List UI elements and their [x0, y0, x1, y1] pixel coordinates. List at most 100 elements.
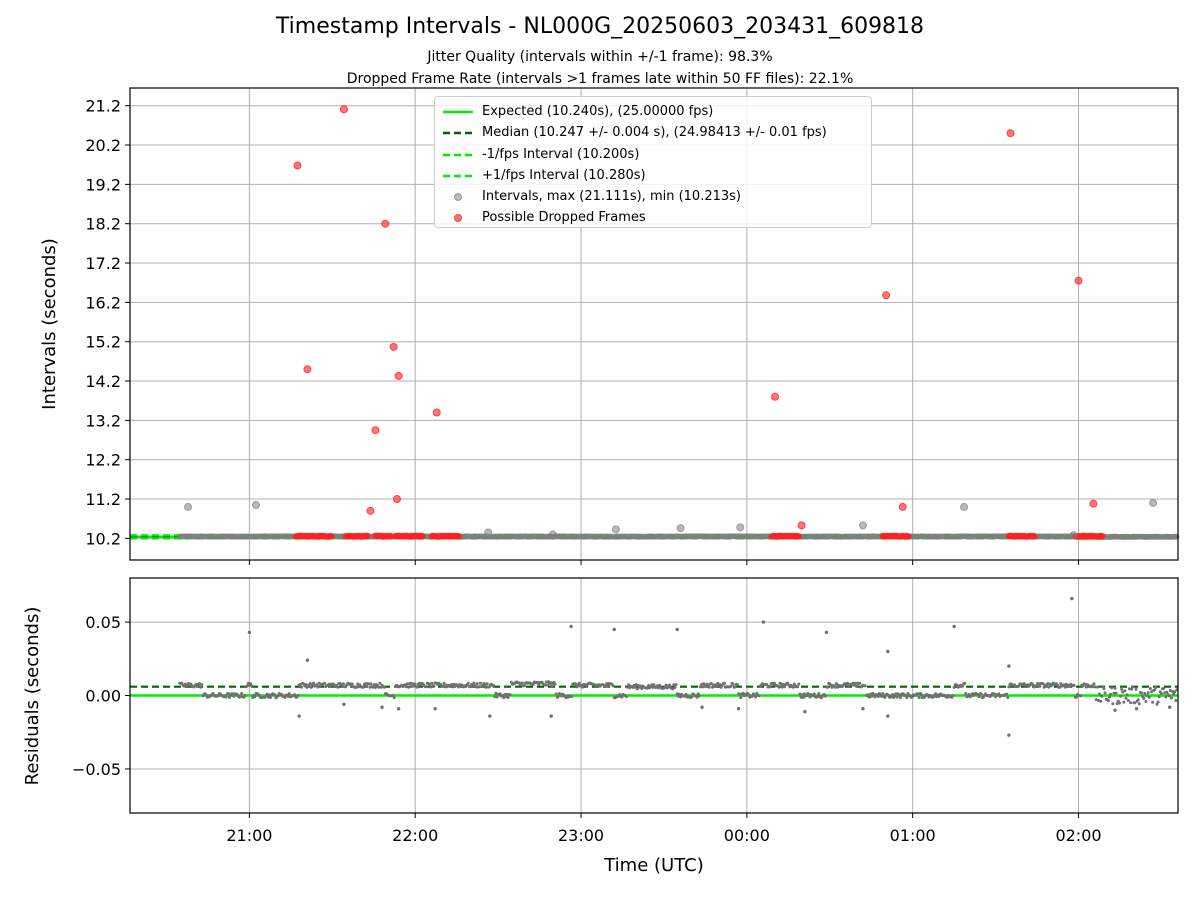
- dropped-frame-point: [364, 532, 371, 540]
- top-ticks: 10.2 11.2 12.2 13.2 14.2 15.2 16.2 17.2 18.2 19.2…: [85, 97, 1080, 565]
- residual-point: [1102, 687, 1106, 691]
- residual-point: [577, 681, 581, 685]
- residual-point: [1117, 701, 1121, 705]
- residual-point: [808, 695, 812, 699]
- residual-point: [410, 684, 414, 688]
- residual-point: [391, 693, 395, 697]
- residual-point: [964, 692, 968, 695]
- interval-outlier-point: [960, 502, 969, 511]
- legend-key-plus-fps: [443, 174, 473, 178]
- residual-point: [1111, 702, 1115, 706]
- residual-point: [323, 681, 327, 685]
- residual-point: [1130, 687, 1134, 691]
- residual-point: [309, 685, 313, 689]
- dropped-outlier-point: [797, 521, 806, 530]
- residual-point: [674, 683, 678, 687]
- top-y-tick-label: 19.2: [85, 175, 121, 194]
- residual-point: [373, 685, 377, 689]
- residual-point: [1171, 690, 1174, 693]
- residual-point: [1037, 682, 1041, 686]
- top-y-tick-label: 14.2: [85, 372, 121, 391]
- residual-point: [873, 695, 877, 699]
- residual-point: [1123, 689, 1127, 693]
- residual-point: [757, 694, 761, 698]
- residual-point: [1017, 684, 1021, 688]
- residual-point: [1122, 700, 1126, 704]
- residual-point: [1155, 702, 1159, 706]
- residual-point: [315, 683, 319, 687]
- residual-point: [823, 694, 827, 698]
- chart-title: Timestamp Intervals - NL000G_20250603_20…: [275, 14, 925, 39]
- residual-point: [1121, 690, 1125, 694]
- residual-point: [695, 695, 699, 699]
- residual-point: [371, 685, 375, 689]
- residual-point: [1006, 696, 1010, 699]
- residual-point: [729, 684, 733, 688]
- residual-point: [677, 692, 681, 696]
- residual-point: [506, 696, 510, 699]
- residual-point: [863, 684, 867, 688]
- residual-point: [350, 682, 354, 686]
- residual-point: [484, 685, 488, 689]
- x-tick-label: 01:00: [890, 826, 936, 845]
- residual-point: [1165, 690, 1169, 694]
- residual-point: [1109, 692, 1113, 696]
- residual-point: [1154, 685, 1158, 689]
- legend-label: Expected (10.240s), (25.00000 fps): [482, 104, 714, 119]
- residual-point: [553, 682, 557, 686]
- residual-outlier-point: [952, 624, 956, 629]
- residual-point: [635, 687, 639, 691]
- residual-point: [341, 682, 345, 686]
- residual-outlier-point: [824, 630, 829, 635]
- interval-outlier-point: [676, 524, 685, 533]
- residual-point: [697, 694, 701, 698]
- dropped-outlier-point: [1074, 276, 1083, 285]
- residual-point: [198, 682, 202, 685]
- residual-point: [1144, 700, 1148, 703]
- residual-point: [1120, 687, 1124, 691]
- top-y-tick-label: 20.2: [85, 136, 121, 155]
- residual-point: [1134, 687, 1138, 691]
- dropped-frame-point: [795, 533, 803, 540]
- residual-point: [475, 682, 479, 686]
- residual-point: [739, 696, 743, 700]
- residual-point: [880, 695, 884, 698]
- residual-point: [1113, 686, 1117, 690]
- chart-subtitle-dropped: Dropped Frame Rate (intervals >1 frames …: [346, 71, 854, 87]
- residual-point: [675, 692, 679, 696]
- residual-point: [633, 685, 637, 689]
- residual-point: [979, 692, 983, 696]
- residual-point: [523, 683, 526, 687]
- residual-point: [834, 682, 838, 686]
- residual-point: [466, 681, 470, 685]
- residual-point: [1005, 692, 1009, 696]
- residual-point: [812, 692, 816, 696]
- residual-point: [781, 682, 785, 686]
- residual-point: [1157, 695, 1161, 699]
- residual-point: [531, 682, 535, 686]
- residual-point: [684, 692, 688, 696]
- bottom-y-axis-label: Residuals (seconds): [22, 607, 43, 786]
- residual-point: [1072, 683, 1076, 687]
- dropped-frame-point: [419, 533, 426, 540]
- interval-outlier-point: [736, 523, 745, 532]
- residual-point: [1150, 690, 1153, 694]
- residual-point: [336, 685, 340, 689]
- residual-point: [199, 685, 203, 689]
- residual-point: [854, 684, 858, 688]
- residual-point: [951, 694, 955, 697]
- bottom-ticks: 0.05 0.00 −0.05 21:00 22:00 23:00 00:00 01:00 02…: [72, 613, 1102, 845]
- residual-point: [673, 686, 677, 689]
- residual-point: [833, 685, 837, 689]
- bottom-y-tick-label: −0.05: [72, 760, 121, 779]
- residual-point: [216, 694, 220, 698]
- residual-point: [1059, 682, 1063, 686]
- residual-point: [1091, 685, 1095, 689]
- interval-outlier-point: [1069, 531, 1078, 540]
- residual-point: [797, 682, 801, 686]
- residual-outlier-point: [1007, 733, 1011, 737]
- residual-point: [1092, 682, 1096, 686]
- residual-point: [392, 696, 396, 700]
- residual-point: [977, 695, 981, 699]
- residual-point: [1119, 694, 1122, 698]
